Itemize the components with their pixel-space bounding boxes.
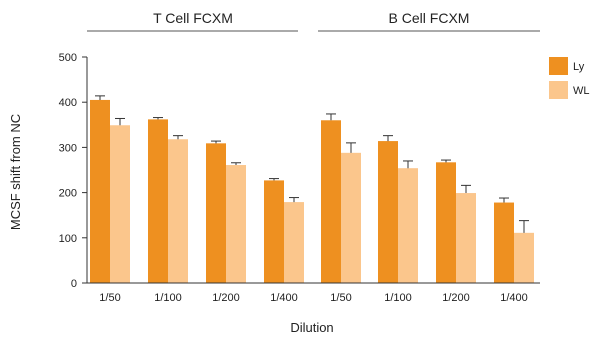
bar-ly-0 bbox=[90, 99, 110, 283]
x-tick-label-5: 1/100 bbox=[384, 292, 412, 304]
error-bar-wl-7 bbox=[519, 220, 529, 233]
error-bar-ly-6 bbox=[441, 159, 451, 163]
error-bar-wl-5 bbox=[403, 160, 413, 169]
error-bar-ly-7 bbox=[499, 197, 509, 203]
error-bars-layer bbox=[95, 95, 529, 233]
y-tick-layer: 0 100 200 300 400 500 bbox=[59, 52, 87, 290]
y-tick-label-500: 500 bbox=[59, 52, 77, 64]
legend-label-ly: Ly bbox=[573, 61, 585, 73]
y-axis: 0 100 200 300 400 500 bbox=[59, 52, 88, 290]
bar-ly-3 bbox=[264, 180, 284, 283]
bar-wl-1 bbox=[168, 139, 188, 283]
bar-wl-0 bbox=[110, 125, 130, 283]
legend-swatch-wl bbox=[549, 81, 568, 99]
bar-ly-6 bbox=[436, 162, 456, 283]
bar-wl-6 bbox=[456, 193, 476, 283]
error-bar-ly-1 bbox=[153, 117, 163, 120]
legend-swatch-ly bbox=[549, 57, 568, 75]
error-bar-wl-0 bbox=[115, 117, 125, 126]
y-tick-label-100: 100 bbox=[59, 233, 77, 245]
bar-ly-1 bbox=[148, 119, 168, 283]
x-tick-label-4: 1/50 bbox=[330, 292, 351, 304]
bar-wl-2 bbox=[226, 165, 246, 283]
error-bar-ly-5 bbox=[383, 135, 393, 142]
x-tick-label-6: 1/200 bbox=[442, 292, 470, 304]
legend: Ly WL bbox=[549, 57, 590, 99]
y-tick-label-200: 200 bbox=[59, 188, 77, 200]
bar-wl-5 bbox=[398, 168, 418, 283]
group-headers: T Cell FCXM B Cell FCXM bbox=[87, 10, 540, 32]
error-bar-ly-4 bbox=[326, 113, 336, 121]
y-tick-label-400: 400 bbox=[59, 97, 77, 109]
y-tick-label-0: 0 bbox=[71, 278, 77, 290]
error-bar-wl-1 bbox=[173, 135, 183, 140]
bar-ly-5 bbox=[378, 141, 398, 283]
x-tick-label-3: 1/400 bbox=[270, 292, 298, 304]
bar-wl-4 bbox=[341, 152, 361, 283]
bar-ly-4 bbox=[321, 120, 341, 283]
legend-label-wl: WL bbox=[573, 85, 590, 97]
bar-wl-3 bbox=[284, 202, 304, 283]
x-tick-label-2: 1/200 bbox=[212, 292, 240, 304]
x-tick-label-1: 1/100 bbox=[154, 292, 182, 304]
y-axis-title: MCSF shift from NC bbox=[8, 114, 23, 230]
bar-wl-7 bbox=[514, 232, 534, 283]
bar-ly-2 bbox=[206, 143, 226, 283]
bar-ly-7 bbox=[494, 202, 514, 283]
x-tick-layer: 1/50 1/100 1/200 1/400 1/50 1/100 1/200 1/400 bbox=[99, 292, 527, 304]
error-bar-wl-4 bbox=[346, 142, 356, 153]
error-bar-ly-0 bbox=[95, 95, 105, 100]
error-bar-wl-6 bbox=[461, 184, 471, 194]
x-tick-label-0: 1/50 bbox=[99, 292, 120, 304]
x-axis-title: Dilution bbox=[290, 320, 333, 335]
group-title-t-cell: T Cell FCXM bbox=[153, 10, 233, 26]
y-tick-label-300: 300 bbox=[59, 142, 77, 154]
x-axis: 1/50 1/100 1/200 1/400 1/50 1/100 1/200 1/400 bbox=[87, 282, 540, 304]
x-tick-label-7: 1/400 bbox=[500, 292, 528, 304]
error-bar-wl-3 bbox=[289, 197, 299, 203]
error-bar-wl-2 bbox=[231, 162, 241, 166]
bars-layer bbox=[90, 99, 534, 283]
error-bar-ly-3 bbox=[269, 178, 279, 181]
group-title-b-cell: B Cell FCXM bbox=[389, 10, 470, 26]
error-bar-ly-2 bbox=[211, 140, 221, 144]
